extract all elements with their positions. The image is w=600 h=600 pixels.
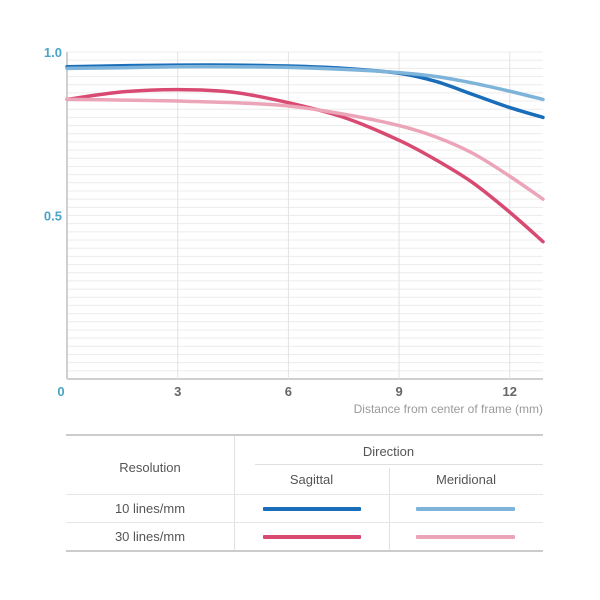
- row-rule-2: [66, 522, 543, 523]
- resolution-header: Resolution: [119, 460, 181, 475]
- table-bottom-rule: [66, 550, 543, 552]
- x-axis-label: Distance from center of frame (mm): [354, 402, 543, 416]
- row-rule-1: [66, 494, 543, 495]
- series-line-m30: [65, 97, 545, 201]
- chart-grid: [67, 51, 543, 372]
- row-label-10: 10 lines/mm: [114, 501, 186, 516]
- row-label-30: 30 lines/mm: [114, 529, 186, 544]
- direction-rule: [255, 464, 543, 465]
- tick-layer: 0 3 6 9 12 0.5 1.0: [44, 45, 517, 399]
- legend-table: Resolution Direction Sagittal Meridional…: [66, 434, 543, 552]
- series-line-m10: [65, 64, 545, 102]
- x-tick-label: 6: [285, 384, 292, 399]
- x-tick-label: 12: [503, 384, 517, 399]
- direction-header: Direction: [362, 444, 415, 459]
- mtf-chart: 0 3 6 9 12 0.5 1.0 Distance from center of fra…: [44, 45, 545, 416]
- y-tick-label: 1.0: [44, 45, 62, 60]
- y-tick-label: 0.5: [44, 209, 62, 224]
- meridional-header: Meridional: [436, 472, 496, 487]
- swatch-sagittal-10: [263, 507, 361, 511]
- swatch-meridional-30: [416, 535, 515, 539]
- series-line-s30: [65, 87, 545, 244]
- series-layer: [65, 63, 545, 244]
- table-top-rule: [66, 434, 543, 436]
- table-vertical-rule-2: [389, 468, 390, 552]
- x-tick-label: 3: [174, 384, 181, 399]
- x-tick-label: 9: [395, 384, 402, 399]
- sagittal-header: Sagittal: [289, 472, 334, 487]
- swatch-sagittal-30: [263, 535, 361, 539]
- x-tick-label: 0: [57, 384, 64, 399]
- swatch-meridional-10: [416, 507, 515, 511]
